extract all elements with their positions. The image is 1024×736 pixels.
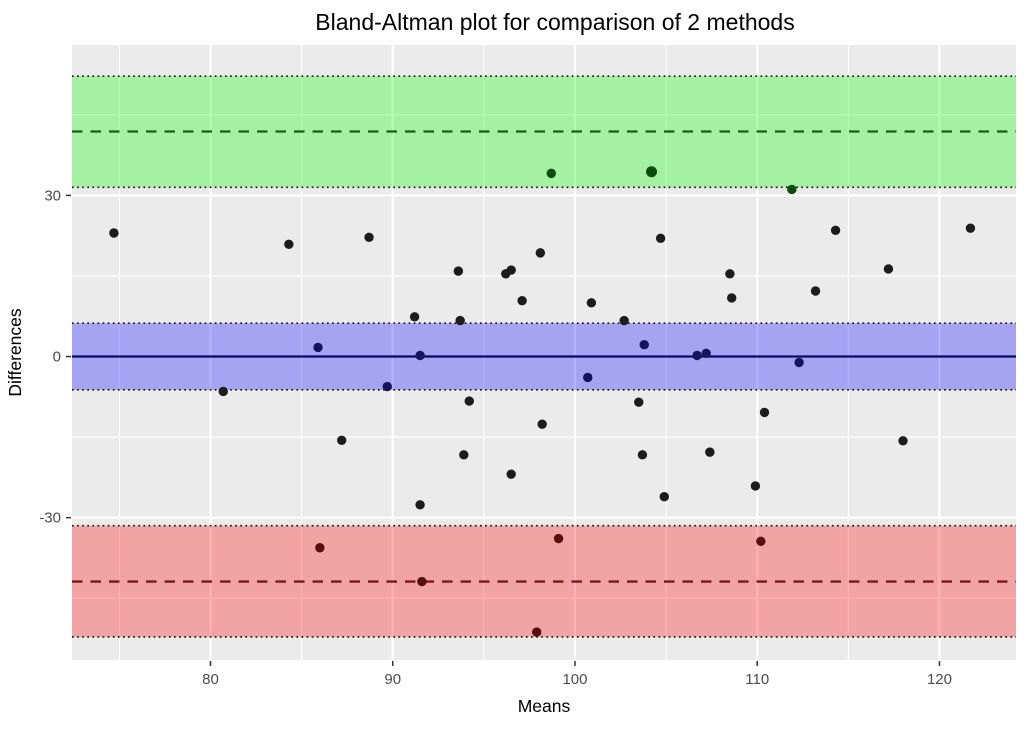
data-point bbox=[459, 450, 469, 460]
data-point bbox=[546, 168, 556, 179]
data-point bbox=[659, 492, 669, 502]
x-tick-label: 100 bbox=[562, 671, 587, 688]
data-point bbox=[810, 286, 821, 296]
y-axis-title: Differences bbox=[5, 308, 25, 396]
data-point bbox=[639, 340, 649, 350]
data-point bbox=[313, 342, 323, 353]
data-point bbox=[455, 315, 465, 326]
data-point bbox=[619, 315, 629, 326]
y-tick-label: 30 bbox=[44, 187, 61, 204]
data-point bbox=[517, 295, 527, 306]
data-point bbox=[415, 500, 425, 510]
x-tick-label: 110 bbox=[745, 671, 769, 688]
data-point bbox=[759, 407, 770, 418]
data-point bbox=[453, 266, 464, 276]
y-tick-label: 0 bbox=[53, 349, 61, 366]
limit-lines bbox=[72, 75, 1016, 638]
data-point bbox=[725, 269, 735, 279]
data-point bbox=[218, 386, 228, 397]
data-point bbox=[109, 228, 119, 238]
data-point bbox=[727, 293, 737, 303]
data-point bbox=[634, 397, 644, 407]
data-point bbox=[284, 239, 294, 249]
x-axis-title: Means bbox=[518, 696, 571, 716]
data-point bbox=[506, 469, 516, 479]
data-point bbox=[532, 627, 542, 637]
data-point bbox=[655, 233, 666, 244]
data-point bbox=[705, 447, 715, 457]
data-point bbox=[537, 419, 547, 429]
x-tick-label: 80 bbox=[202, 671, 219, 688]
data-point bbox=[637, 450, 648, 460]
data-point bbox=[417, 576, 427, 587]
plot-panel bbox=[72, 45, 1016, 660]
data-point bbox=[337, 435, 347, 446]
data-point bbox=[409, 312, 420, 322]
data-point bbox=[830, 225, 841, 236]
data-point bbox=[756, 536, 766, 546]
data-point bbox=[583, 372, 593, 383]
data-point bbox=[506, 265, 516, 275]
data-point bbox=[787, 184, 797, 195]
y-tick-label: -30 bbox=[39, 510, 61, 527]
data-point bbox=[586, 298, 597, 308]
data-point bbox=[415, 350, 425, 361]
data-point bbox=[898, 436, 908, 446]
data-point bbox=[750, 481, 761, 491]
data-point bbox=[883, 264, 894, 274]
data-point bbox=[464, 396, 474, 406]
data-point bbox=[315, 543, 325, 553]
data-points bbox=[109, 166, 976, 637]
data-point bbox=[646, 166, 658, 178]
data-point bbox=[965, 223, 976, 233]
x-tick-label: 120 bbox=[927, 671, 952, 688]
chart-title: Bland-Altman plot for comparison of 2 me… bbox=[315, 9, 794, 35]
data-point bbox=[382, 381, 392, 392]
data-point bbox=[553, 533, 564, 544]
data-point bbox=[794, 357, 804, 368]
panel-background bbox=[72, 45, 1016, 660]
data-point bbox=[701, 348, 711, 359]
data-point bbox=[692, 350, 702, 361]
data-point bbox=[364, 232, 374, 242]
data-point bbox=[535, 248, 546, 258]
x-tick-label: 90 bbox=[384, 671, 401, 688]
axes: 80 90 100 110 120 -30 0 30 bbox=[39, 187, 952, 688]
